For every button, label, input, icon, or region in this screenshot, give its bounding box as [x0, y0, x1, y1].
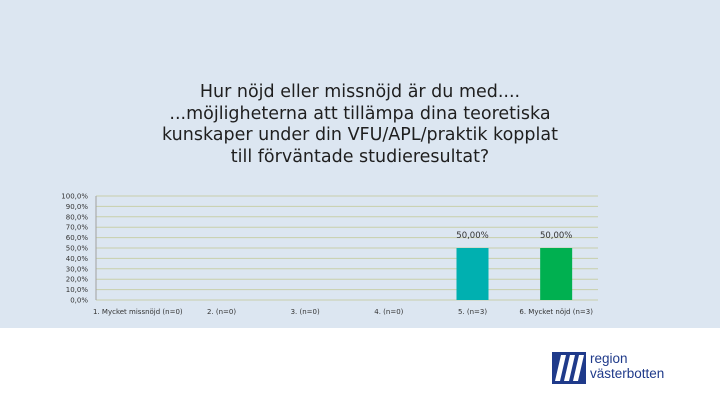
data-label: 50,00% [540, 231, 572, 241]
region-vasterbotten-logo: region västerbotten [552, 351, 702, 384]
x-category-label: 6. Mycket nöjd (n=3) [519, 308, 593, 316]
region-vasterbotten-logo-icon [552, 352, 586, 384]
y-tick-label: 80,0% [66, 213, 89, 221]
y-tick-label: 100,0% [61, 193, 88, 201]
chart-title-line-1: Hur nöjd eller missnöjd är du med.... [199, 82, 521, 102]
chart-title-line-4: till förväntade studieresultat? [230, 146, 490, 167]
logo-text-vasterbotten: västerbotten [590, 365, 665, 381]
y-tick-label: 40,0% [66, 255, 89, 263]
x-category-label: 3. (n=0) [291, 308, 320, 316]
y-tick-label: 0,0% [70, 297, 88, 305]
chart-title-line-2: ...möjligheterna att tillämpa dina teore… [169, 103, 551, 124]
bar [540, 248, 573, 300]
logo-text-region: region [590, 351, 628, 366]
y-tick-label: 50,0% [66, 245, 89, 253]
data-label: 50,00% [456, 231, 488, 241]
y-tick-label: 90,0% [66, 203, 89, 211]
slide-background-panel [0, 0, 720, 328]
y-tick-label: 60,0% [66, 234, 89, 242]
y-tick-label: 20,0% [66, 276, 89, 284]
x-category-label: 1. Mycket missnöjd (n=0) [93, 308, 183, 316]
y-tick-label: 10,0% [66, 286, 89, 294]
chart-title-line-3: kunskaper under din VFU/APL/praktik kopp… [162, 125, 558, 145]
y-tick-label: 70,0% [66, 224, 89, 232]
x-category-label: 4. (n=0) [374, 308, 403, 316]
y-tick-label: 30,0% [66, 265, 89, 273]
bar-chart: 0,0% 10,0% 20,0% 30,0% 40,0% 50,0% 60,0% 70,0% 8… [61, 193, 598, 316]
chart-title: Hur nöjd eller missnöjd är du med.... ..… [100, 82, 620, 168]
bar [456, 248, 489, 300]
x-category-label: 5. (n=3) [458, 308, 487, 316]
x-category-label: 2. (n=0) [207, 308, 236, 316]
